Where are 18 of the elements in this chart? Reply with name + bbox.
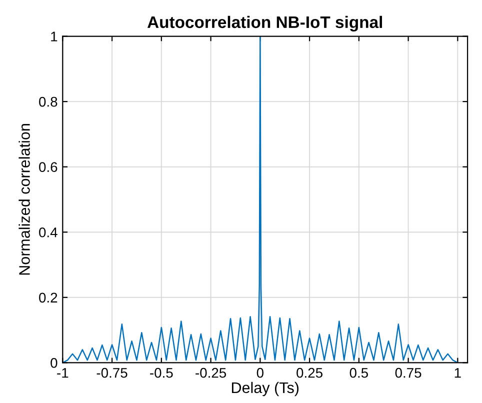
y-tick-label: 0.6: [39, 162, 58, 172]
x-tick-label: 0.5: [350, 368, 368, 378]
y-tick-label: 0.2: [39, 292, 58, 303]
y-tick-label: 0.4: [39, 227, 58, 238]
chart-title: Autocorrelation NB-IoT signal: [147, 16, 382, 32]
y-tick-label: 0: [50, 358, 58, 368]
x-tick-label: 0: [256, 368, 264, 378]
x-tick-label: 0.25: [296, 368, 322, 378]
x-tick-label: -1: [57, 368, 68, 378]
y-tick-label: 0.8: [39, 96, 58, 107]
x-tick-label: -0.5: [150, 368, 173, 378]
x-tick-label: -0.75: [96, 368, 128, 378]
x-axis-title: Delay (Ts): [232, 382, 299, 396]
y-axis-title: Normalized correlation: [18, 124, 30, 275]
x-tick-label: 1: [454, 368, 461, 378]
x-tick-label: 0.75: [395, 368, 422, 378]
y-tick-label: 1: [51, 32, 58, 42]
x-tick-label: -0.25: [196, 368, 226, 378]
